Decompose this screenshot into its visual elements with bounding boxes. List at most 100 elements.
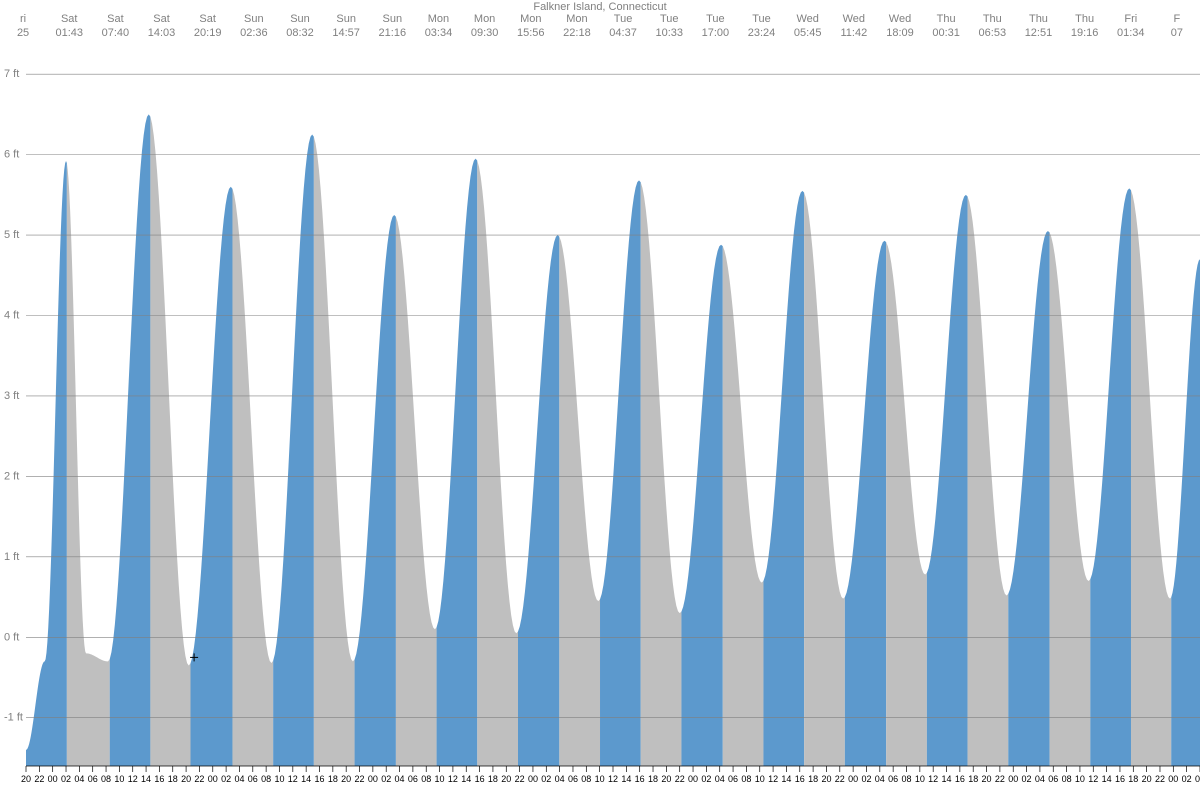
header-time: 18:09 [886, 27, 914, 39]
hour-tick-label: 06 [408, 774, 418, 784]
hour-tick-label: 08 [101, 774, 111, 784]
header-day: Wed [889, 13, 911, 25]
hour-tick-label: 20 [501, 774, 511, 784]
hour-tick-label: 14 [942, 774, 952, 784]
hour-tick-label: 16 [314, 774, 324, 784]
y-tick-label: -1 ft [4, 712, 23, 724]
y-tick-label: 2 ft [4, 470, 19, 482]
header-day: Sun [336, 13, 356, 25]
hour-tick-label: 08 [901, 774, 911, 784]
hour-tick-label: 16 [795, 774, 805, 784]
header-time: 12:51 [1025, 27, 1053, 39]
header-time: 07 [1171, 27, 1183, 39]
hour-tick-label: 18 [1128, 774, 1138, 784]
hour-tick-label: 20 [821, 774, 831, 784]
header-day: Sat [61, 13, 78, 25]
header-time: 14:03 [148, 27, 176, 39]
hour-tick-label: 04 [1195, 774, 1200, 784]
hour-tick-label: 06 [88, 774, 98, 784]
hour-tick-label: 10 [435, 774, 445, 784]
hour-tick-label: 18 [168, 774, 178, 784]
hour-tick-label: 06 [728, 774, 738, 784]
hour-tick-label: 20 [181, 774, 191, 784]
header-time: 04:37 [609, 27, 637, 39]
header-time: 01:34 [1117, 27, 1145, 39]
hour-tick-label: 06 [248, 774, 258, 784]
header-day: Mon [474, 13, 495, 25]
header-time: 09:30 [471, 27, 499, 39]
header-time: 08:32 [286, 27, 314, 39]
header-day: Wed [843, 13, 865, 25]
hour-tick-label: 14 [141, 774, 151, 784]
header-day: Sat [199, 13, 216, 25]
hour-tick-label: 22 [675, 774, 685, 784]
hour-tick-label: 02 [1022, 774, 1032, 784]
hour-tick-label: 04 [555, 774, 565, 784]
hour-tick-label: 16 [154, 774, 164, 784]
hour-tick-label: 22 [194, 774, 204, 784]
hour-tick-label: 10 [595, 774, 605, 784]
header-day: Thu [1029, 13, 1048, 25]
header-day: Sun [383, 13, 403, 25]
header-time: 03:34 [425, 27, 453, 39]
hour-tick-label: 08 [261, 774, 271, 784]
header-time: 25 [17, 27, 29, 39]
hour-tick-label: 10 [1075, 774, 1085, 784]
hour-tick-label: 18 [648, 774, 658, 784]
header-day: Wed [796, 13, 818, 25]
hour-tick-label: 16 [1115, 774, 1125, 784]
hour-tick-label: 20 [661, 774, 671, 784]
hour-tick-label: 22 [835, 774, 845, 784]
header-time: 07:40 [102, 27, 130, 39]
hour-tick-label: 06 [1048, 774, 1058, 784]
hour-tick-label: 22 [355, 774, 365, 784]
hour-tick-label: 22 [515, 774, 525, 784]
hour-tick-label: 14 [301, 774, 311, 784]
hour-tick-label: 12 [448, 774, 458, 784]
hour-tick-label: 02 [381, 774, 391, 784]
hour-tick-label: 04 [875, 774, 885, 784]
header-time: 22:18 [563, 27, 591, 39]
header-time: 23:24 [748, 27, 776, 39]
header-day: Sat [107, 13, 124, 25]
hour-tick-label: 18 [968, 774, 978, 784]
hour-tick-label: 10 [274, 774, 284, 784]
hour-tick-label: 06 [568, 774, 578, 784]
hour-tick-label: 02 [221, 774, 231, 784]
hour-tick-label: 08 [421, 774, 431, 784]
hour-tick-label: 22 [995, 774, 1005, 784]
y-tick-label: 1 ft [4, 551, 19, 563]
header-time: 20:19 [194, 27, 222, 39]
hour-tick-label: 20 [982, 774, 992, 784]
hour-tick-label: 00 [48, 774, 58, 784]
y-tick-label: 0 ft [4, 631, 19, 643]
header-day: Thu [937, 13, 956, 25]
header-day: F [1174, 13, 1181, 25]
header-day: Fri [1124, 13, 1137, 25]
hour-tick-label: 00 [848, 774, 858, 784]
header-day: Tue [660, 13, 679, 25]
hour-tick-label: 08 [1062, 774, 1072, 784]
hour-tick-label: 02 [1182, 774, 1192, 784]
header-time: 00:31 [932, 27, 960, 39]
hour-tick-label: 20 [341, 774, 351, 784]
hour-tick-label: 14 [461, 774, 471, 784]
hour-tick-label: 00 [528, 774, 538, 784]
hour-tick-label: 04 [74, 774, 84, 784]
hour-tick-label: 12 [768, 774, 778, 784]
header-time: 06:53 [979, 27, 1007, 39]
header-day: Mon [428, 13, 449, 25]
hour-tick-label: 08 [581, 774, 591, 784]
y-tick-label: 5 ft [4, 229, 19, 241]
header-time: 14:57 [332, 27, 360, 39]
header-time: 11:42 [840, 27, 867, 39]
y-tick-label: 7 ft [4, 68, 19, 80]
hour-tick-label: 00 [208, 774, 218, 784]
header-time: 02:36 [240, 27, 268, 39]
hour-tick-label: 02 [701, 774, 711, 784]
hour-tick-label: 04 [395, 774, 405, 784]
hour-tick-label: 10 [755, 774, 765, 784]
hour-tick-label: 12 [288, 774, 298, 784]
header-day: Thu [1075, 13, 1094, 25]
header-day: Sat [153, 13, 170, 25]
